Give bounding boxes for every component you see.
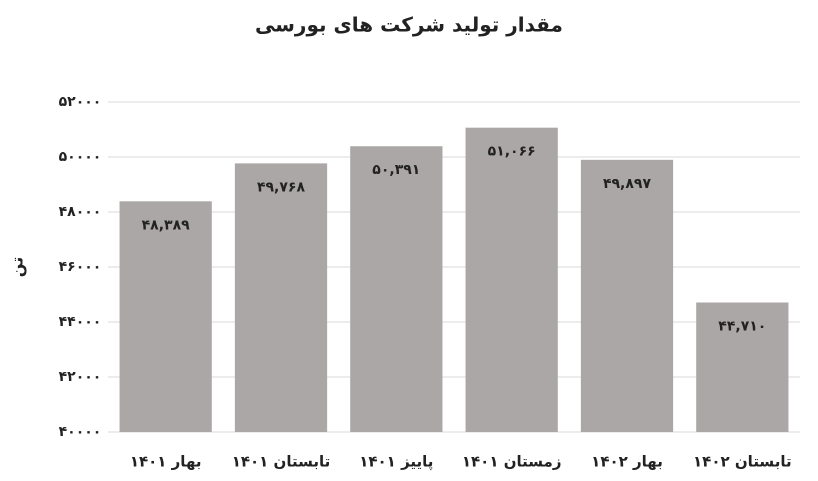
x-tick-label: بهار ۱۴۰۱: [130, 453, 202, 471]
x-tick-label: تابستان ۱۴۰۱: [232, 453, 331, 471]
bar: [350, 146, 443, 432]
data-label: ۴۸,۳۸۹: [142, 217, 190, 233]
y-tick-label: ۵۲۰۰۰: [59, 94, 102, 110]
y-tick-label: ۴۴۰۰۰: [59, 314, 102, 330]
y-tick-label: ۴۰۰۰۰: [59, 424, 102, 440]
x-tick-label: بهار ۱۴۰۲: [591, 453, 663, 471]
data-label: ۴۴,۷۱۰: [718, 318, 766, 334]
x-tick-label: پاییز ۱۴۰۱: [359, 453, 433, 472]
bar: [465, 127, 558, 432]
data-label: ۴۹,۸۹۷: [603, 176, 651, 192]
bar: [234, 163, 328, 432]
x-tick-label: تابستان ۱۴۰۲: [693, 453, 792, 471]
y-tick-label: ۴۸۰۰۰: [59, 204, 102, 220]
y-tick-label: ۵۰۰۰۰: [59, 149, 102, 165]
bar: [696, 302, 789, 432]
data-label: ۵۱,۰۶۶: [488, 144, 536, 160]
chart-title: مقدار تولید شرکت های بورسی: [255, 13, 563, 37]
data-label: ۴۹,۷۶۸: [257, 179, 305, 195]
data-label: ۵۰,۳۹۱: [372, 162, 420, 178]
bar: [119, 201, 212, 432]
y-tick-label: ۴۶۰۰۰: [59, 259, 102, 275]
bar: [580, 159, 674, 432]
x-tick-label: زمستان ۱۴۰۱: [462, 453, 562, 471]
y-axis-label: تن: [8, 257, 27, 277]
y-tick-label: ۴۲۰۰۰: [59, 369, 102, 385]
